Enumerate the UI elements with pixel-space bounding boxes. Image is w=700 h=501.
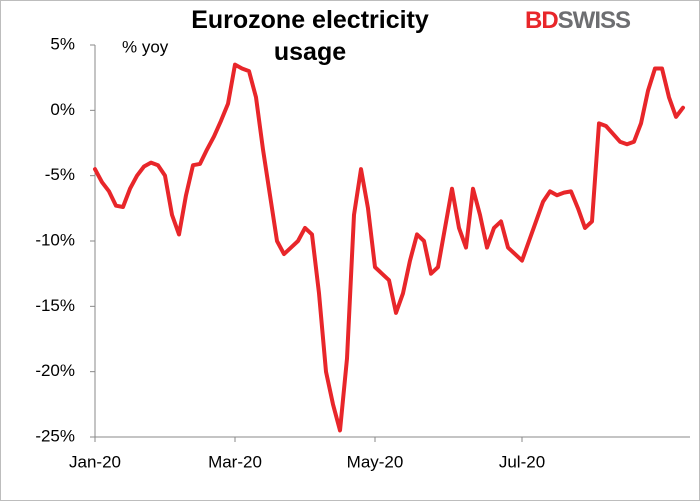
y-tick-label: -5% xyxy=(45,165,75,184)
line-series xyxy=(93,62,685,433)
y-tick-label: -25% xyxy=(35,426,75,445)
y-tick-label: -20% xyxy=(35,361,75,380)
brand-part: SWISS xyxy=(558,7,631,34)
x-tick-label: Jan-20 xyxy=(69,452,121,471)
brand-logo: BDSWISS xyxy=(525,7,631,34)
y-tick-label: -15% xyxy=(35,296,75,315)
chart-title: Eurozone electricity usage xyxy=(191,6,429,66)
x-tick-label: Jul-20 xyxy=(499,452,545,471)
y-tick-label: -10% xyxy=(35,230,75,249)
y-tick-label: 5% xyxy=(50,34,75,53)
x-tick-label: May-20 xyxy=(347,452,404,471)
annotation: % yoy xyxy=(122,37,169,56)
x-tick-label: Mar-20 xyxy=(208,452,262,471)
y-tick-label: 0% xyxy=(50,100,75,119)
brand-part: BD xyxy=(525,7,558,34)
